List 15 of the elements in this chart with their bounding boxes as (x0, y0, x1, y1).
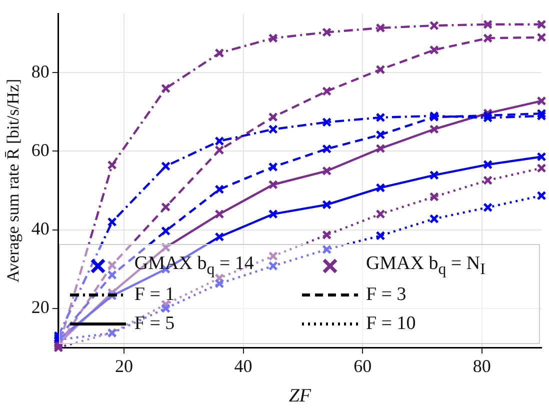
x-tick-label: 60 (354, 356, 372, 376)
y-tick-label: 40 (31, 218, 50, 239)
legend-label: F = 3 (366, 284, 406, 306)
x-tick-label: 80 (472, 356, 491, 376)
legend-label: F = 1 (134, 284, 175, 306)
legend-label: F = 5 (134, 312, 175, 335)
legend-label: F = 10 (366, 312, 416, 335)
y-tick-label: 20 (31, 297, 50, 318)
x-axis-title: ZF (288, 386, 312, 407)
y-tick-label: 60 (31, 140, 50, 160)
y-axis-title: Average sum rate R̄ [bit/s/Hz] (4, 78, 23, 283)
x-tick-label: 20 (115, 356, 134, 376)
y-tick-label: 80 (31, 61, 50, 82)
legend-label: GMAX b$_{q}$ = N$_{I}$ (366, 252, 486, 278)
x-tick-label: 40 (234, 356, 252, 376)
